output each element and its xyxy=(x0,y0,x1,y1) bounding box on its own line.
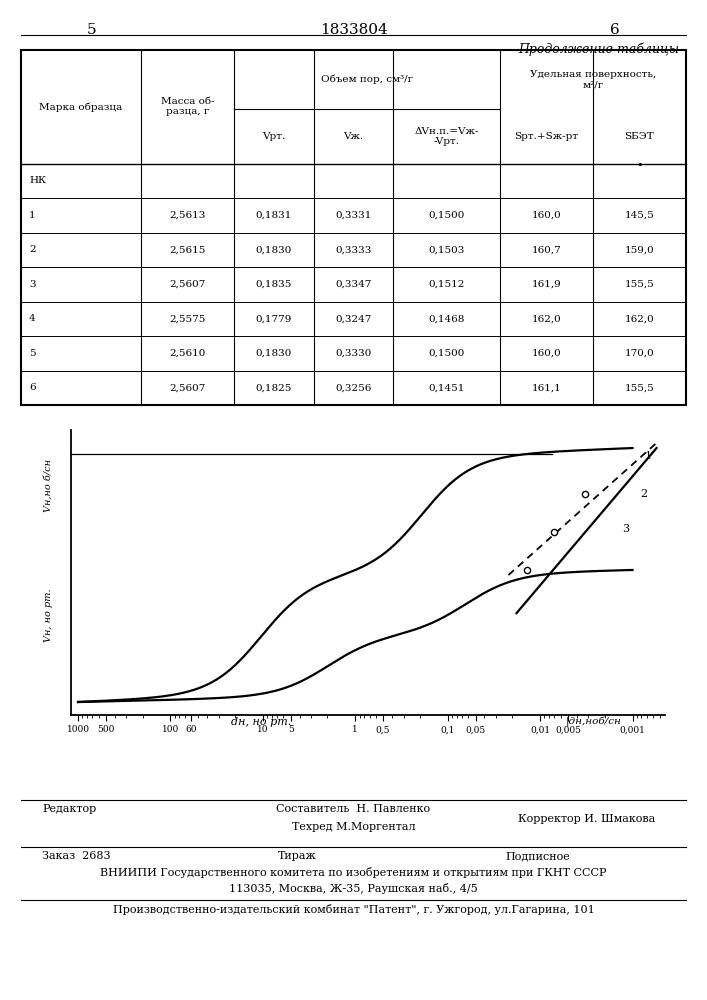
Text: 2,5610: 2,5610 xyxy=(169,349,206,358)
Text: 5: 5 xyxy=(29,349,36,358)
Text: 2,5613: 2,5613 xyxy=(169,211,206,220)
Text: 0,1468: 0,1468 xyxy=(428,314,464,323)
Text: Продолжение таблицы: Продолжение таблицы xyxy=(518,42,679,55)
Text: Производственно-издательский комбинат "Патент", г. Ужгород, ул.Гагарина, 101: Производственно-издательский комбинат "П… xyxy=(112,904,595,915)
Text: 160,0: 160,0 xyxy=(532,211,561,220)
Text: •: • xyxy=(636,160,643,170)
Text: 0,1500: 0,1500 xyxy=(428,349,464,358)
Text: Заказ  2683: Заказ 2683 xyxy=(42,851,111,861)
Text: 2,5615: 2,5615 xyxy=(169,245,206,254)
Text: 0,3330: 0,3330 xyxy=(335,349,372,358)
Text: ВНИИПИ Государственного комитета по изобретениям и открытиям при ГКНТ СССР: ВНИИПИ Государственного комитета по изоб… xyxy=(100,867,607,878)
Text: Тираж: Тираж xyxy=(278,851,316,861)
Text: 5: 5 xyxy=(87,23,97,37)
Text: Vн, но рт.: Vн, но рт. xyxy=(44,588,52,642)
Text: 1: 1 xyxy=(645,451,652,461)
Text: 0,1451: 0,1451 xyxy=(428,383,464,392)
Text: SБЭТ: SБЭТ xyxy=(624,132,654,141)
Text: 6: 6 xyxy=(29,383,36,392)
Text: 162,0: 162,0 xyxy=(624,314,654,323)
Text: 0,3347: 0,3347 xyxy=(335,280,372,289)
Text: 0,1825: 0,1825 xyxy=(255,383,292,392)
Text: Составитель  Н. Павленко: Составитель Н. Павленко xyxy=(276,804,431,814)
Text: Подписное: Подписное xyxy=(505,851,570,861)
Text: 0,1779: 0,1779 xyxy=(255,314,292,323)
Text: 0,1831: 0,1831 xyxy=(255,211,292,220)
Text: 113035, Москва, Ж-35, Раушская наб., 4/5: 113035, Москва, Ж-35, Раушская наб., 4/5 xyxy=(229,883,478,894)
Text: 1833804: 1833804 xyxy=(320,23,387,37)
Text: Sрт.+Sж-рт: Sрт.+Sж-рт xyxy=(514,132,578,141)
Text: Удельная поверхность,
м²/г: Удельная поверхность, м²/г xyxy=(530,70,656,89)
Text: 160,0: 160,0 xyxy=(532,349,561,358)
Text: 0,1503: 0,1503 xyxy=(428,245,464,254)
Text: Vж.: Vж. xyxy=(344,132,363,141)
Point xyxy=(230,103,238,115)
Text: 0,3247: 0,3247 xyxy=(335,314,372,323)
Text: 0,1500: 0,1500 xyxy=(428,211,464,220)
Text: 0,3256: 0,3256 xyxy=(335,383,372,392)
Text: 155,5: 155,5 xyxy=(624,383,654,392)
Text: 2: 2 xyxy=(29,245,36,254)
Text: 0,3331: 0,3331 xyxy=(335,211,372,220)
Text: 3: 3 xyxy=(621,524,629,534)
Text: 170,0: 170,0 xyxy=(624,349,654,358)
Text: 6: 6 xyxy=(610,23,620,37)
Text: 4: 4 xyxy=(29,314,36,323)
Text: Техред М.Моргентал: Техред М.Моргентал xyxy=(292,822,415,832)
Text: 162,0: 162,0 xyxy=(532,314,561,323)
Text: 145,5: 145,5 xyxy=(624,211,654,220)
Text: Масса об-
разца, г: Масса об- разца, г xyxy=(160,97,214,116)
Text: dн, но рт.: dн, но рт. xyxy=(231,717,292,727)
Text: 160,7: 160,7 xyxy=(532,245,561,254)
Text: 0,1830: 0,1830 xyxy=(255,349,292,358)
Point xyxy=(496,103,504,115)
Text: 155,5: 155,5 xyxy=(624,280,654,289)
Text: 161,9: 161,9 xyxy=(532,280,561,289)
Text: |дн,ноб/сн: |дн,ноб/сн xyxy=(566,717,622,727)
Text: 161,1: 161,1 xyxy=(532,383,561,392)
Text: Объем пор, см³/г: Объем пор, см³/г xyxy=(321,75,413,84)
Text: 2,5607: 2,5607 xyxy=(169,280,206,289)
Text: Редактор: Редактор xyxy=(42,804,97,814)
Text: 159,0: 159,0 xyxy=(624,245,654,254)
Text: Vрт.: Vрт. xyxy=(262,132,286,141)
Text: 0,3333: 0,3333 xyxy=(335,245,372,254)
Text: Корректор И. Шмакова: Корректор И. Шмакова xyxy=(518,814,655,824)
Text: ΔVн.п.=Vж-
-Vрт.: ΔVн.п.=Vж- -Vрт. xyxy=(414,127,479,146)
Text: 3: 3 xyxy=(29,280,36,289)
Text: 0,1830: 0,1830 xyxy=(255,245,292,254)
Text: 0,1512: 0,1512 xyxy=(428,280,464,289)
Text: 2: 2 xyxy=(641,489,648,499)
Text: 0,1835: 0,1835 xyxy=(255,280,292,289)
Text: Vн,но б/сн: Vн,но б/сн xyxy=(44,458,52,512)
Text: 2,5575: 2,5575 xyxy=(169,314,206,323)
Text: 2,5607: 2,5607 xyxy=(169,383,206,392)
Text: 1: 1 xyxy=(29,211,36,220)
Text: Марка образца: Марка образца xyxy=(40,102,122,112)
Text: НК: НК xyxy=(29,176,46,185)
